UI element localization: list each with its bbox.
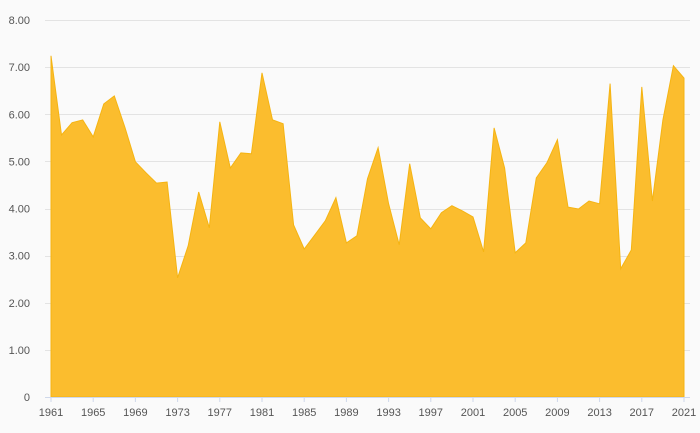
x-tick-label: 2005	[503, 407, 527, 419]
y-tick-label: 5.00	[9, 156, 30, 168]
x-tick-label: 2021	[672, 407, 696, 419]
x-tick-label: 1981	[250, 407, 274, 419]
x-tick-label: 1989	[334, 407, 358, 419]
x-tick-label: 1969	[123, 407, 147, 419]
x-tick-label: 2013	[587, 407, 611, 419]
y-tick-label: 1.00	[9, 345, 30, 357]
x-axis-ticks: 1961 1965 1969 1973 1977 1981 1985 1989 1993 1997…	[39, 397, 696, 419]
y-tick-label: 7.00	[9, 62, 30, 74]
x-tick-label: 1985	[292, 407, 316, 419]
area-series	[50, 55, 685, 398]
y-tick-label: 2.00	[9, 298, 30, 310]
y-tick-label: 0	[24, 392, 30, 404]
x-tick-label: 1965	[81, 407, 105, 419]
y-tick-label: 8.00	[9, 15, 30, 27]
x-tick-label: 1993	[376, 407, 400, 419]
y-tick-label: 4.00	[9, 204, 30, 216]
x-tick-label: 2009	[545, 407, 569, 419]
y-axis-ticks: 0 1.00 2.00 3.00 4.00 5.00 6.00 7.00 8.00	[9, 15, 30, 404]
y-tick-label: 3.00	[9, 251, 30, 263]
x-tick-label: 1997	[419, 407, 443, 419]
x-tick-label: 1961	[39, 407, 63, 419]
x-tick-label: 1973	[165, 407, 189, 419]
x-tick-label: 2001	[461, 407, 485, 419]
y-tick-label: 6.00	[9, 109, 30, 121]
x-tick-label: 1977	[208, 407, 232, 419]
x-tick-label: 2017	[630, 407, 654, 419]
